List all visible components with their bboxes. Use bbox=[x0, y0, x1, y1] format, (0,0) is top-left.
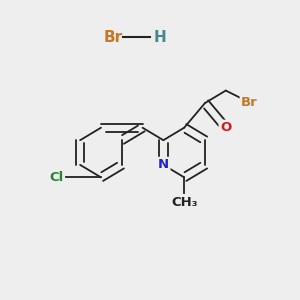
Text: Br: Br bbox=[103, 30, 122, 45]
Text: N: N bbox=[158, 158, 169, 171]
Text: O: O bbox=[220, 121, 231, 134]
Text: H: H bbox=[154, 30, 167, 45]
Text: Br: Br bbox=[241, 96, 258, 109]
Text: CH₃: CH₃ bbox=[171, 196, 197, 208]
Text: Cl: Cl bbox=[49, 171, 64, 184]
